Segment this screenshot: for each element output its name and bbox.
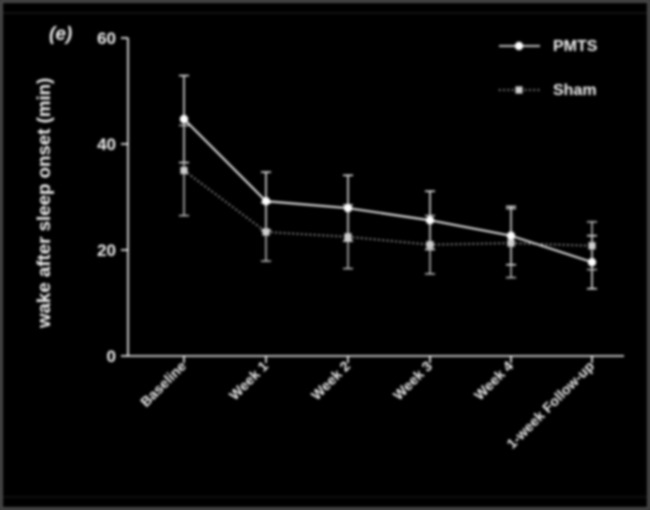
svg-text:(e): (e) [49,24,72,45]
svg-text:20: 20 [97,241,116,260]
svg-text:Week 3: Week 3 [390,358,435,403]
svg-text:Week 2: Week 2 [308,358,353,403]
svg-text:1-week Follow-up: 1-week Follow-up [503,358,597,452]
svg-text:wake after sleep onset (min): wake after sleep onset (min) [33,78,54,329]
svg-text:Week 4: Week 4 [471,358,516,403]
svg-text:60: 60 [97,29,116,48]
svg-text:Sham: Sham [553,82,597,99]
svg-text:0: 0 [107,347,116,366]
svg-text:Week 1: Week 1 [226,358,271,403]
svg-text:PMTS: PMTS [553,38,598,55]
svg-text:40: 40 [97,135,116,154]
svg-text:Baseline: Baseline [137,358,189,410]
